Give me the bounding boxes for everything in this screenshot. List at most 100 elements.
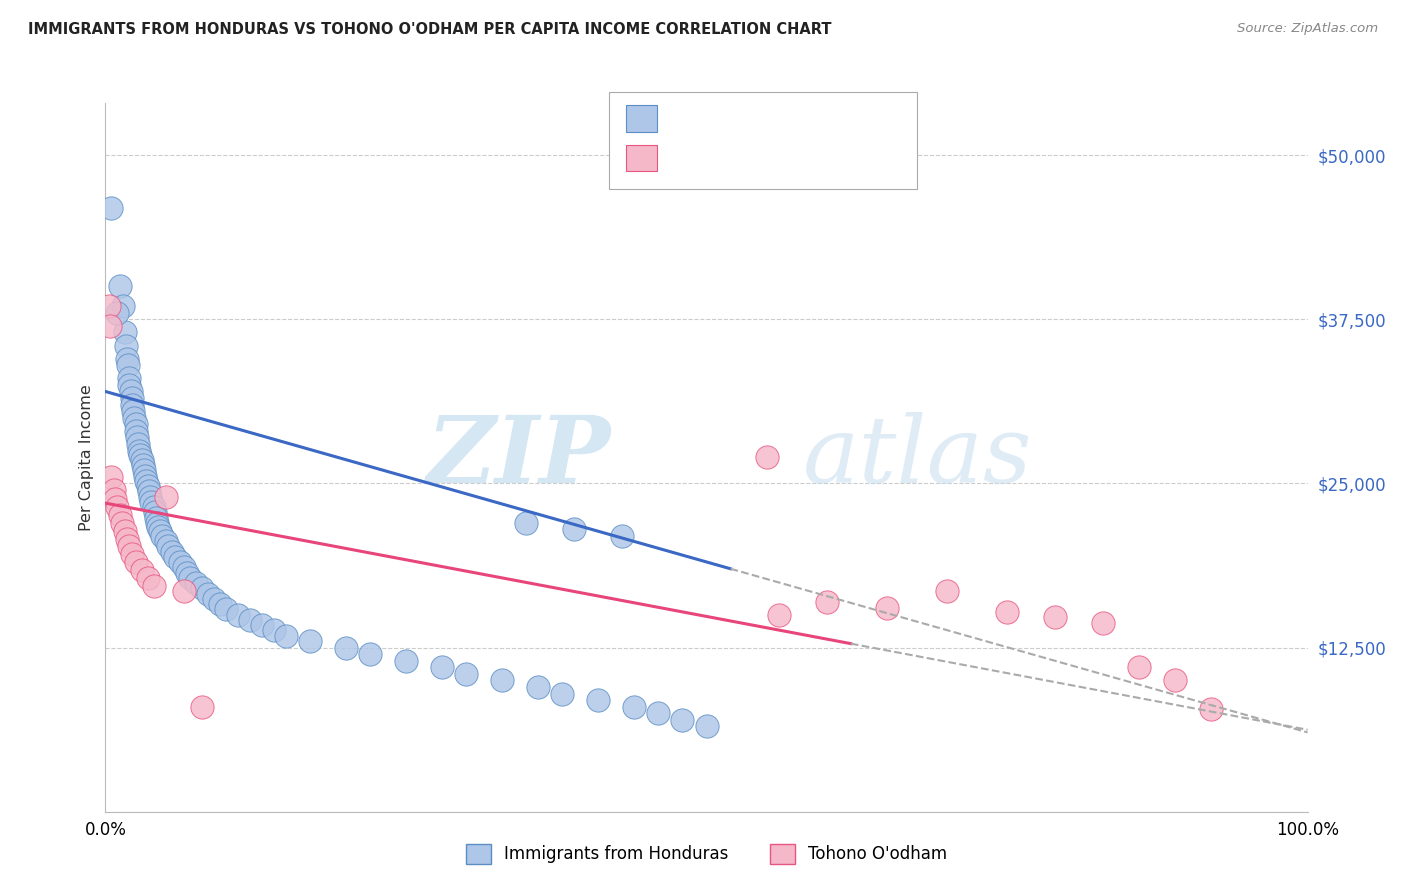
- Point: [124, 417, 146, 432]
- Point: [1092, 615, 1115, 630]
- Point: [155, 490, 177, 504]
- Point: [114, 524, 136, 538]
- Point: [132, 458, 155, 472]
- Y-axis label: Per Capita Income: Per Capita Income: [79, 384, 94, 531]
- Point: [132, 463, 155, 477]
- Point: [100, 470, 122, 484]
- Point: [491, 673, 513, 688]
- Point: [274, 629, 297, 643]
- Text: N =: N =: [790, 112, 827, 126]
- Point: [121, 398, 143, 412]
- Point: [226, 607, 249, 622]
- Point: [138, 484, 160, 499]
- Point: [98, 318, 121, 333]
- Point: [114, 326, 136, 340]
- Point: [155, 534, 177, 549]
- Point: [430, 660, 453, 674]
- Text: Source: ZipAtlas.com: Source: ZipAtlas.com: [1237, 22, 1378, 36]
- Point: [208, 597, 231, 611]
- Point: [131, 563, 153, 577]
- Point: [136, 479, 159, 493]
- Point: [876, 601, 898, 615]
- Text: IMMIGRANTS FROM HONDURAS VS TOHONO O'ODHAM PER CAPITA INCOME CORRELATION CHART: IMMIGRANTS FROM HONDURAS VS TOHONO O'ODH…: [28, 22, 831, 37]
- Point: [108, 279, 131, 293]
- Point: [250, 618, 273, 632]
- Point: [148, 524, 170, 538]
- Point: [115, 532, 138, 546]
- Point: [139, 490, 162, 504]
- Text: R =: R =: [666, 151, 702, 165]
- Point: [165, 549, 187, 564]
- Point: [122, 404, 145, 418]
- Point: [1164, 673, 1187, 688]
- Point: [454, 666, 477, 681]
- Point: [112, 299, 135, 313]
- Point: [1201, 702, 1223, 716]
- Point: [184, 576, 207, 591]
- Point: [124, 555, 146, 569]
- Point: [142, 500, 165, 514]
- Point: [173, 560, 195, 574]
- Text: atlas: atlas: [803, 412, 1032, 502]
- Point: [647, 706, 669, 721]
- Point: [562, 522, 585, 536]
- Point: [143, 505, 166, 519]
- Point: [108, 508, 131, 522]
- Point: [995, 605, 1018, 619]
- Point: [527, 680, 550, 694]
- Point: [117, 358, 139, 372]
- Point: [121, 391, 143, 405]
- Point: [1128, 660, 1150, 674]
- Point: [131, 452, 153, 467]
- Point: [148, 520, 170, 534]
- Point: [936, 584, 959, 599]
- Point: [118, 371, 141, 385]
- Point: [103, 483, 125, 497]
- Point: [551, 687, 574, 701]
- Point: [156, 540, 179, 554]
- Point: [139, 495, 162, 509]
- Point: [124, 424, 146, 438]
- Point: [120, 384, 142, 399]
- Text: -0.534: -0.534: [699, 149, 758, 167]
- Point: [129, 448, 152, 462]
- Point: [104, 492, 127, 507]
- Point: [98, 299, 121, 313]
- Point: [160, 544, 183, 558]
- Point: [755, 450, 778, 464]
- Point: [150, 529, 173, 543]
- Point: [263, 624, 285, 638]
- Point: [124, 410, 146, 425]
- Text: R =: R =: [666, 112, 702, 126]
- Point: [359, 647, 381, 661]
- Point: [135, 474, 157, 488]
- Point: [136, 571, 159, 585]
- Point: [214, 602, 236, 616]
- Point: [121, 547, 143, 561]
- Legend: Immigrants from Honduras, Tohono O'odham: Immigrants from Honduras, Tohono O'odham: [458, 837, 955, 871]
- Text: -0.318: -0.318: [699, 110, 758, 128]
- Point: [815, 594, 838, 608]
- Point: [128, 443, 150, 458]
- Point: [176, 566, 198, 580]
- Point: [169, 555, 191, 569]
- Point: [1043, 610, 1066, 624]
- Point: [202, 592, 225, 607]
- Point: [623, 699, 645, 714]
- Point: [146, 516, 169, 530]
- Point: [118, 540, 141, 554]
- Point: [107, 306, 129, 320]
- Text: ZIP: ZIP: [426, 412, 610, 502]
- Point: [515, 516, 537, 530]
- Point: [107, 500, 129, 514]
- Point: [768, 607, 790, 622]
- Text: N =: N =: [790, 151, 827, 165]
- Point: [142, 579, 165, 593]
- Point: [115, 351, 138, 366]
- Point: [696, 719, 718, 733]
- Point: [134, 468, 156, 483]
- Point: [127, 437, 149, 451]
- Point: [671, 713, 693, 727]
- Point: [395, 654, 418, 668]
- Point: [125, 430, 148, 444]
